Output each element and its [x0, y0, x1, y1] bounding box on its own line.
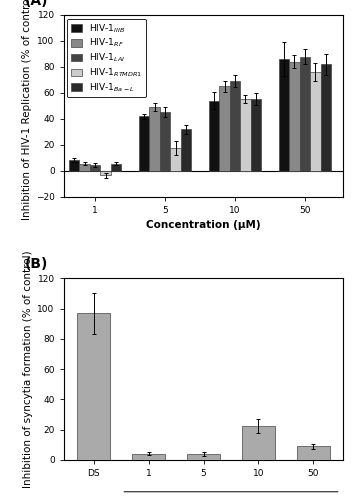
Bar: [219, 86, 230, 170]
Bar: [160, 112, 170, 170]
Bar: [187, 454, 220, 460]
Bar: [101, 170, 111, 175]
Bar: [111, 164, 121, 170]
Bar: [170, 148, 181, 171]
Bar: [297, 446, 330, 460]
Bar: [78, 313, 110, 460]
Legend: HIV-1$_{IIIB}$, HIV-1$_{RF}$, HIV-1$_{LAI}$, HIV-1$_{RTMDR1}$, HIV-1$_{Ba-L}$: HIV-1$_{IIIB}$, HIV-1$_{RF}$, HIV-1$_{LA…: [67, 18, 145, 98]
Bar: [240, 100, 251, 170]
Text: (A): (A): [24, 0, 48, 8]
Bar: [279, 59, 289, 170]
Bar: [79, 164, 90, 170]
Y-axis label: Inhibition of syncytia formation (% of control): Inhibition of syncytia formation (% of c…: [23, 250, 33, 488]
Bar: [132, 454, 165, 460]
Bar: [69, 160, 79, 170]
Y-axis label: Inhibition of HIV-1 Replication (% of control): Inhibition of HIV-1 Replication (% of co…: [22, 0, 32, 220]
Bar: [181, 129, 191, 170]
Bar: [90, 165, 101, 170]
Bar: [310, 72, 321, 170]
Bar: [242, 426, 275, 460]
Bar: [289, 62, 300, 170]
Bar: [300, 56, 310, 170]
Text: (B): (B): [24, 257, 48, 271]
X-axis label: Concentration (μM): Concentration (μM): [146, 220, 261, 230]
Bar: [149, 107, 160, 170]
Bar: [209, 100, 219, 170]
Bar: [139, 116, 149, 170]
Bar: [321, 64, 331, 170]
Bar: [230, 81, 240, 170]
Bar: [251, 98, 261, 170]
